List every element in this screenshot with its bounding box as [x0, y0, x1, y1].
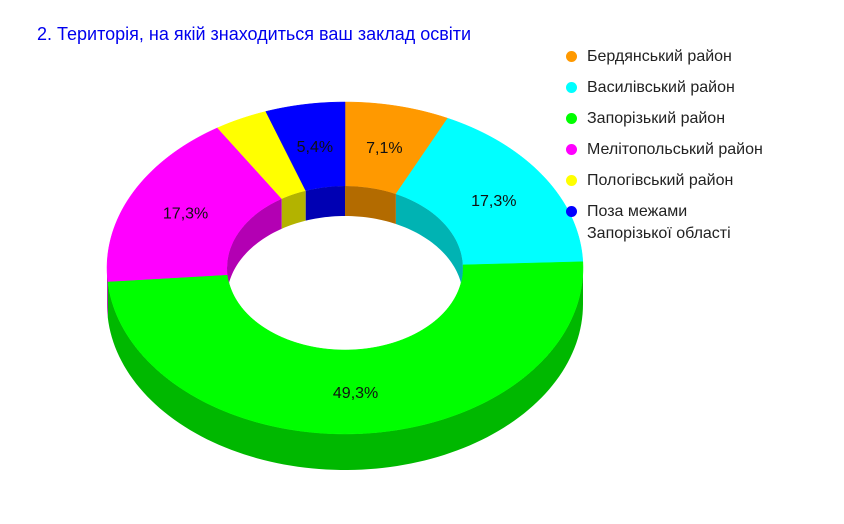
slice-4-value-label: 17,3% — [163, 206, 208, 223]
legend-item-5: Пологівський район — [566, 170, 836, 192]
legend-item-4: Мелітопольський район — [566, 139, 836, 161]
data-labels: 7,1% 17,3% 49,3% 17,3% 5,4% — [163, 139, 517, 402]
legend-label: Запорізький район — [587, 110, 726, 127]
legend-item-1: Бердянський район — [566, 46, 836, 68]
legend-label: Бердянський район — [587, 48, 732, 65]
donut-hole — [227, 186, 463, 350]
legend-swatch — [566, 51, 577, 62]
legend-item-3: Запорізький район — [566, 108, 836, 130]
inner-hole-walls — [227, 186, 463, 298]
legend-label: Поза межами Запорізької області — [587, 203, 731, 242]
chart-legend: Бердянський район Василівський район Запор… — [566, 46, 836, 254]
legend-swatch — [566, 82, 577, 93]
legend-item-6: Поза межами Запорізької області — [566, 201, 836, 245]
slice-6-value-label: 5,4% — [297, 139, 333, 156]
slice-4-inner-wall-2 — [227, 198, 282, 298]
legend-swatch — [566, 113, 577, 124]
legend-label: Пологівський район — [587, 172, 734, 189]
slice-1-value-label: 7,1% — [366, 140, 402, 157]
slice-2-value-label: 17,3% — [471, 193, 516, 210]
slice-tops — [106, 101, 584, 435]
legend-label: Мелітопольський район — [587, 141, 763, 158]
legend-label: Василівський район — [587, 79, 735, 96]
slice-2-inner-wall-1 — [395, 194, 463, 295]
legend-swatch — [566, 175, 577, 186]
legend-item-2: Василівський район — [566, 77, 836, 99]
slice-5-inner-wall-2 — [281, 190, 306, 229]
slice-6-inner-wall-2 — [305, 186, 345, 221]
chart-title: 2. Територія, на якій знаходиться ваш за… — [37, 24, 472, 44]
slice-3-value-label: 49,3% — [333, 385, 378, 402]
slice-3-side-wall — [107, 268, 583, 470]
legend-swatch — [566, 144, 577, 155]
slice-1-inner-wall-1 — [345, 186, 396, 225]
legend-swatch — [566, 206, 577, 217]
